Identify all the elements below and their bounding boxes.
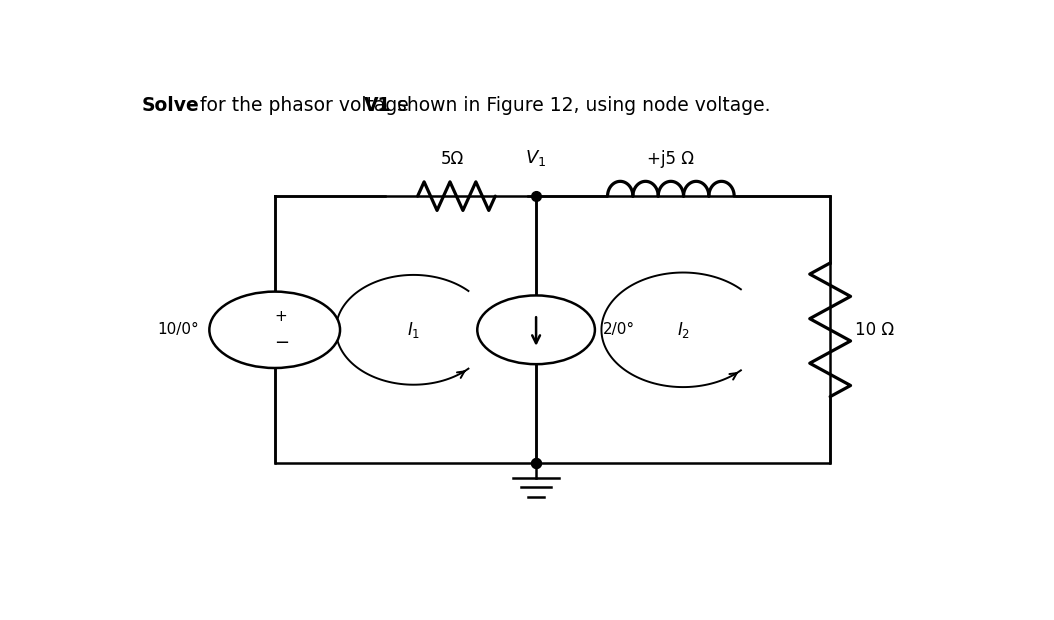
Text: $I_2$: $I_2$	[677, 320, 689, 340]
Text: 10 Ω: 10 Ω	[855, 321, 894, 339]
Text: 5Ω: 5Ω	[441, 151, 464, 169]
Circle shape	[210, 291, 340, 368]
Text: 10/0°: 10/0°	[158, 322, 199, 337]
Text: Solve: Solve	[141, 96, 199, 115]
Text: +j5 Ω: +j5 Ω	[647, 151, 695, 169]
Text: shown in Figure 12, using node voltage.: shown in Figure 12, using node voltage.	[391, 96, 770, 115]
Text: $V_1$: $V_1$	[526, 148, 547, 169]
Text: $I_1$: $I_1$	[407, 320, 421, 340]
Text: +: +	[275, 309, 288, 324]
Text: 2/0°: 2/0°	[603, 322, 636, 337]
Circle shape	[477, 296, 594, 364]
Text: −: −	[274, 334, 289, 352]
Text: V1: V1	[364, 96, 391, 115]
Text: for the phasor voltage: for the phasor voltage	[194, 96, 414, 115]
